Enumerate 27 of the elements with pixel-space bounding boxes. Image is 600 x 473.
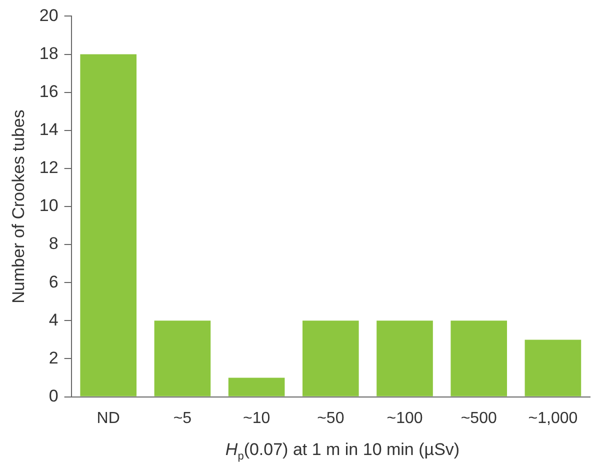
- bar: [302, 320, 359, 396]
- bar: [154, 320, 211, 396]
- y-tick-label: 16: [39, 82, 58, 102]
- x-tick-label: ND: [96, 410, 120, 427]
- y-tick-label: 18: [39, 44, 58, 63]
- y-tick-label: 10: [39, 196, 58, 216]
- x-tick-label: ~5: [173, 410, 192, 427]
- y-tick-label: 20: [39, 6, 58, 25]
- x-tick-label: ~500: [460, 410, 497, 427]
- y-tick-label: 14: [39, 120, 58, 140]
- bar: [450, 320, 508, 396]
- x-tick-label: ~10: [242, 410, 270, 427]
- x-tick-label: ~100: [386, 410, 423, 427]
- y-tick-label: 12: [39, 158, 58, 178]
- y-tick-label: 4: [48, 310, 58, 330]
- y-axis-title: Number of Crookes tubes: [8, 110, 28, 304]
- y-tick-label: 8: [48, 234, 58, 254]
- y-tick-label: 2: [48, 348, 58, 368]
- bar: [80, 54, 137, 396]
- x-axis-title: H$_{p}$(0.07) at 1 m in 10 min (µSv): [224, 440, 461, 462]
- bar: [228, 378, 285, 396]
- bar: [376, 320, 433, 396]
- y-tick-label: 6: [48, 272, 58, 292]
- x-tick-label: ~1,000: [528, 410, 578, 427]
- y-tick-label: 0: [48, 386, 58, 406]
- bar: [524, 340, 582, 396]
- x-tick-label: ~50: [317, 410, 344, 427]
